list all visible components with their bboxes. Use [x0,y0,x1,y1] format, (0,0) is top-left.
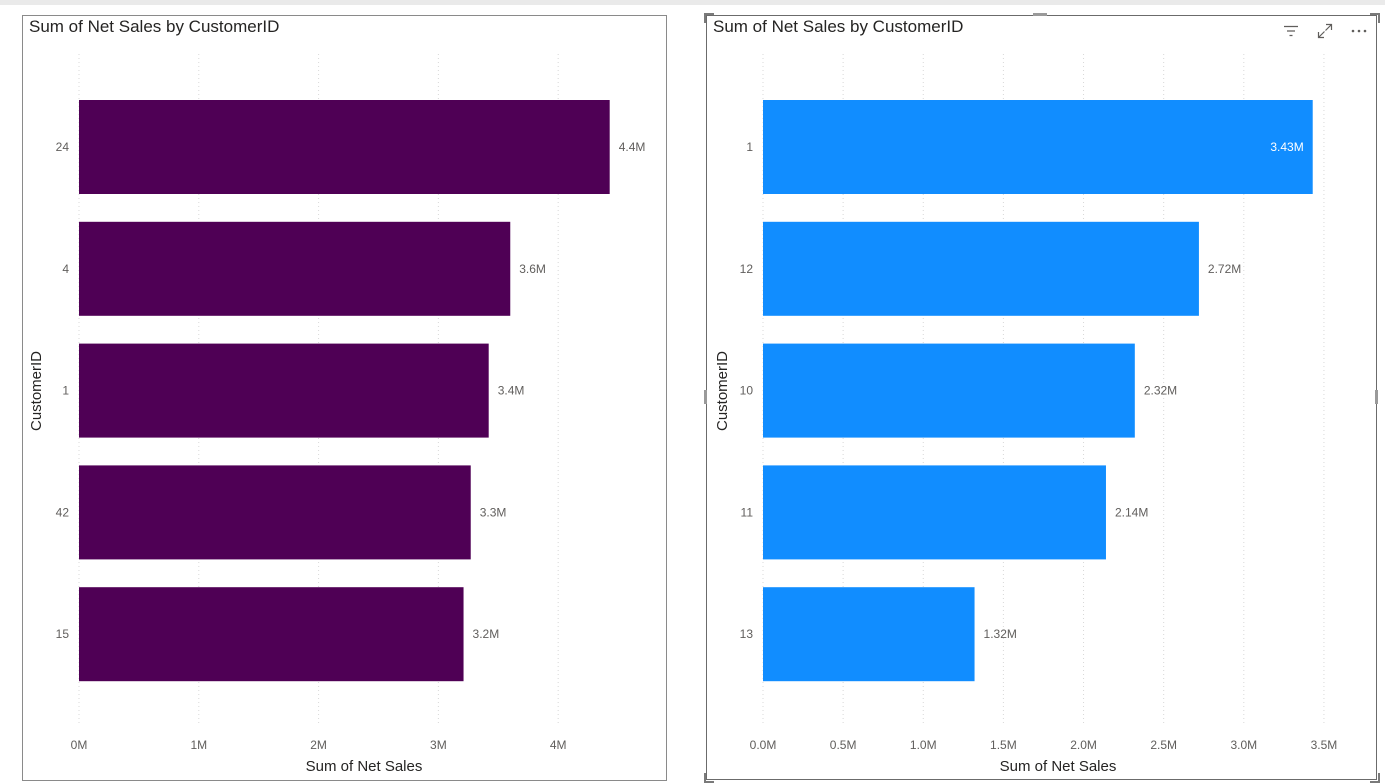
y-category-label: 10 [740,384,754,398]
x-tick-label: 0.0M [750,738,777,752]
bar-chart-right: 0.0M 0.5M 1.0M 1.5M 2.0M 2.5M 3.0M 3.5M 1 3.43M 12… [714,54,1338,775]
data-label: 3.4M [498,384,525,398]
x-tick-label: 0.5M [830,738,857,752]
data-label: 2.72M [1208,262,1241,276]
y-category-label: 11 [741,505,754,519]
y-category-label: 24 [56,140,70,154]
x-tick-label: 1.0M [910,738,937,752]
resize-corner-top-left[interactable] [704,13,714,23]
x-tick-label: 0M [71,738,88,752]
data-label: 3.43M [1270,140,1303,154]
data-label: 3.6M [519,262,546,276]
y-category-label: 1 [746,140,753,154]
y-category-label: 42 [56,505,70,519]
y-category-label: 1 [62,384,69,398]
more-options-icon[interactable] [1348,22,1370,40]
bar [79,465,471,560]
y-category-label: 4 [62,262,69,276]
data-label: 2.32M [1144,384,1177,398]
resize-handle-top[interactable] [1033,13,1047,16]
x-tick-label: 1M [190,738,207,752]
resize-handle-left[interactable] [704,390,707,404]
bar [763,100,1313,194]
bar [763,587,975,682]
x-tick-label: 1.5M [990,738,1017,752]
y-axis-title: CustomerID [714,351,731,431]
bar [763,221,1199,316]
bar [763,343,1135,438]
bar [79,587,464,682]
visual-header [1280,22,1370,40]
data-label: 3.3M [480,505,507,519]
resize-corner-bottom-right[interactable] [1370,773,1380,783]
bar-chart-visual-right[interactable]: Sum of Net Sales by CustomerID 0.0M 0.5M 1… [706,15,1377,780]
bar [79,343,489,438]
x-tick-label: 2M [310,738,327,752]
chart-title: Sum of Net Sales by CustomerID [713,17,964,36]
bar [79,100,610,194]
x-tick-label: 3M [430,738,447,752]
resize-corner-bottom-left[interactable] [704,773,714,783]
x-tick-label: 2.5M [1150,738,1177,752]
x-tick-label: 3.5M [1311,738,1338,752]
data-label: 2.14M [1115,505,1148,519]
resize-corner-top-right[interactable] [1370,13,1380,23]
bar [763,465,1106,560]
x-tick-label: 3.0M [1230,738,1257,752]
data-label: 1.32M [984,627,1017,641]
y-axis-title: CustomerID [28,351,45,431]
bar [79,221,511,316]
y-category-label: 15 [56,627,70,641]
canvas-top-border [0,0,1385,5]
x-tick-label: 4M [550,738,567,752]
x-tick-label: 2.0M [1070,738,1097,752]
x-axis-title: Sum of Net Sales [1000,758,1117,775]
data-label: 3.2M [473,627,500,641]
resize-handle-right[interactable] [1375,390,1378,404]
y-category-label: 13 [740,627,754,641]
data-label: 4.4M [619,140,646,154]
y-category-label: 12 [740,262,754,276]
filter-icon[interactable] [1280,22,1302,40]
x-axis-title: Sum of Net Sales [306,758,423,775]
focus-mode-icon[interactable] [1314,22,1336,40]
bar-chart-left: 0M 1M 2M 3M 4M 24 4.4M 4 3.6M 1 3.4M 42 3.3M 15 3.2M Su… [28,54,646,775]
bar-chart-visual-left[interactable]: Sum of Net Sales by CustomerID 0M 1M 2M 3M 4… [22,15,667,781]
chart-title: Sum of Net Sales by CustomerID [29,17,280,36]
